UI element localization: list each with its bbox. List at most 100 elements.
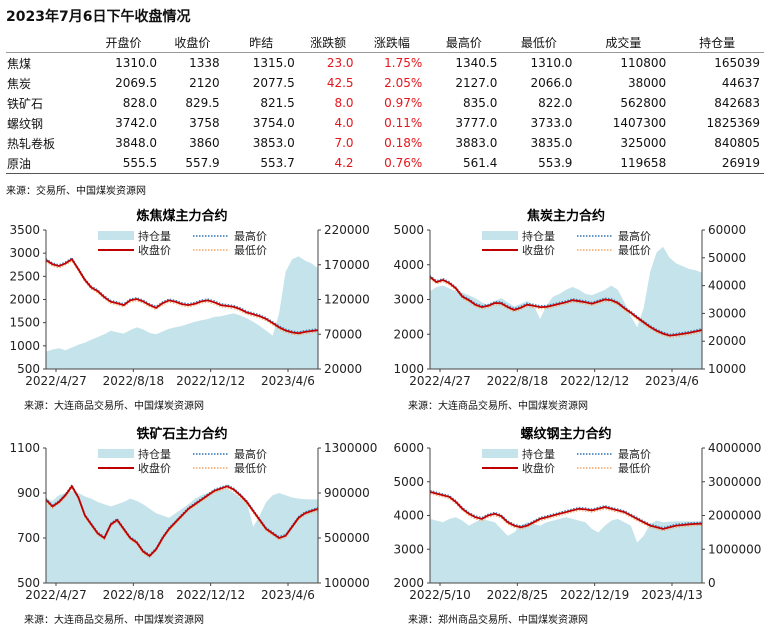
legend-swatch-open-interest (482, 449, 518, 458)
chart-title: 铁矿石主力合约 (135, 426, 227, 442)
y2-tick-label: 70000 (324, 327, 362, 341)
table-cell: 553.9 (501, 153, 577, 174)
legend-swatch-open-interest (98, 231, 134, 240)
table-cell: 1315.0 (252, 56, 295, 70)
y-tick-label: 1000 (9, 339, 40, 353)
low-price-line (429, 493, 703, 532)
legend-label-close: 收盘价 (138, 243, 171, 257)
legend-label-low: 最低价 (618, 244, 651, 257)
x-tick-label: 2022/12/19 (560, 588, 629, 602)
table-cell: 110800 (620, 56, 667, 70)
table-cell: 3742.0 (115, 116, 158, 130)
table-cell: 2127.0 (455, 76, 498, 90)
y2-tick-label: 20000 (708, 334, 746, 348)
y-tick-label: 5000 (393, 475, 424, 489)
table-row: 铁矿石 828.0 829.5 821.5 8.0 0.97% 835.0 822.0 5628… (6, 93, 764, 113)
chart-source: 来源：大连商品交易所、中国煤炭资源网 (408, 399, 588, 412)
y-tick-label: 3500 (9, 223, 40, 237)
y2-tick-label: 20000 (324, 362, 362, 376)
commodity-name: 螺纹钢 (7, 116, 44, 131)
legend-label-high: 最高价 (234, 229, 267, 243)
y2-tick-label: 1300000 (324, 441, 377, 455)
y-tick-label: 3000 (9, 246, 40, 260)
table-cell: 3777.0 (455, 116, 498, 130)
commodity-name: 焦炭 (7, 76, 32, 91)
table-cell: 1338 (189, 56, 220, 70)
chart-source: 来源：郑州商品交易所、中国煤炭资源网 (408, 613, 588, 626)
table-cell: 562800 (620, 96, 667, 110)
y-tick-label: 6000 (393, 441, 424, 455)
chart-rebar: 螺纹钢主力合约 2000 3000 4000 5000 6000 0 1000000 20000… (393, 426, 761, 626)
table-row: 焦炭 2069.5 2120 2077.5 42.5 2.05% 2127.0 2066.0 3… (6, 73, 764, 93)
table-cell: 1.75% (384, 56, 423, 70)
table-header-blank (6, 32, 86, 53)
y2-tick-label: 1000000 (708, 542, 761, 556)
table-header-cell: 最低价 (501, 32, 577, 53)
table-cell: 44637 (721, 76, 760, 90)
table-cell: 38000 (628, 76, 667, 90)
table-cell: 1340.5 (455, 56, 498, 70)
chart-iron-ore: 铁矿石主力合约 500 700 900 1100 100000 500000 900000 13… (9, 426, 377, 626)
table-cell: 0.11% (384, 116, 423, 130)
table-cell: 553.7 (223, 153, 299, 174)
x-tick-label: 2023/4/6 (645, 374, 699, 388)
table-cell: 2120 (189, 76, 220, 90)
x-tick-label: 2022/12/12 (560, 374, 629, 388)
table-cell: 3860 (189, 136, 220, 150)
table-cell: 821.5 (260, 96, 295, 110)
table-cell: 2077.5 (252, 76, 295, 90)
table-cell: 4.0 (334, 116, 354, 130)
x-tick-label: 2023/4/13 (641, 588, 703, 602)
table-header-cell: 开盘价 (86, 32, 162, 53)
y2-tick-label: 120000 (324, 293, 370, 307)
table-header-cell: 收盘价 (161, 32, 224, 53)
open-interest-area (430, 517, 702, 583)
y-tick-label: 500 (17, 362, 40, 376)
table-header-cell: 成交量 (576, 32, 671, 53)
table-body: 焦煤 1310.0 1338 1315.0 23.0 1.75% 1340.5 1310.0 1… (6, 53, 764, 174)
x-tick-label: 2022/8/18 (103, 588, 165, 602)
y-tick-label: 700 (17, 531, 40, 545)
table-cell: 1825369 (706, 116, 760, 130)
y-tick-label: 2000 (393, 576, 424, 590)
legend-label-low: 最低价 (234, 244, 267, 257)
open-interest-area (46, 488, 318, 583)
table-cell: 3733.0 (530, 116, 573, 130)
commodity-name: 热轧卷板 (7, 136, 56, 151)
chart-title: 焦炭主力合约 (526, 208, 605, 224)
x-tick-label: 2022/4/27 (409, 374, 471, 388)
y-tick-label: 4000 (393, 509, 424, 523)
y2-tick-label: 100000 (324, 576, 370, 590)
legend-label-close: 收盘价 (138, 461, 171, 475)
commodity-name: 铁矿石 (7, 96, 44, 111)
table-row: 原油 555.5 557.9 553.7 4.2 0.76% 561.4 553.9 11965… (6, 153, 764, 174)
x-tick-label: 2023/4/6 (261, 374, 315, 388)
y2-tick-label: 10000 (708, 362, 746, 376)
table-cell: 3883.0 (455, 136, 498, 150)
x-tick-label: 2022/4/27 (25, 374, 87, 388)
high-price-line (429, 275, 703, 335)
y2-tick-label: 0 (708, 576, 716, 590)
chart-title: 螺纹钢主力合约 (520, 426, 611, 442)
table-cell: 3835.0 (530, 136, 573, 150)
y2-tick-label: 900000 (324, 486, 370, 500)
y-tick-label: 4000 (393, 258, 424, 272)
x-tick-label: 2022/12/12 (176, 588, 245, 602)
y2-tick-label: 170000 (324, 258, 370, 272)
close-price-line (45, 257, 319, 335)
high-price-line (429, 489, 703, 529)
open-interest-area (46, 256, 318, 369)
quotes-table: 开盘价 收盘价 昨结 涨跌额 涨跌幅 最高价 最低价 成交量 持仓量 焦煤 1310.0 1338 1… (6, 32, 764, 174)
table-cell: 2069.5 (115, 76, 158, 90)
x-tick-label: 2022/12/12 (176, 374, 245, 388)
legend-label-open-interest: 持仓量 (138, 447, 171, 461)
table-row: 热轧卷板 3848.0 3860 3853.0 7.0 0.18% 3883.0 3835.0… (6, 133, 764, 153)
close-price-line (429, 276, 703, 337)
y-tick-label: 3000 (393, 293, 424, 307)
y2-tick-label: 500000 (324, 531, 370, 545)
legend-label-high: 最高价 (618, 447, 651, 461)
table-cell: 0.18% (384, 136, 423, 150)
table-cell: 822.0 (538, 96, 573, 110)
table-row: 焦煤 1310.0 1338 1315.0 23.0 1.75% 1340.5 1310.0 1… (6, 53, 764, 74)
x-tick-label: 2023/4/6 (261, 588, 315, 602)
